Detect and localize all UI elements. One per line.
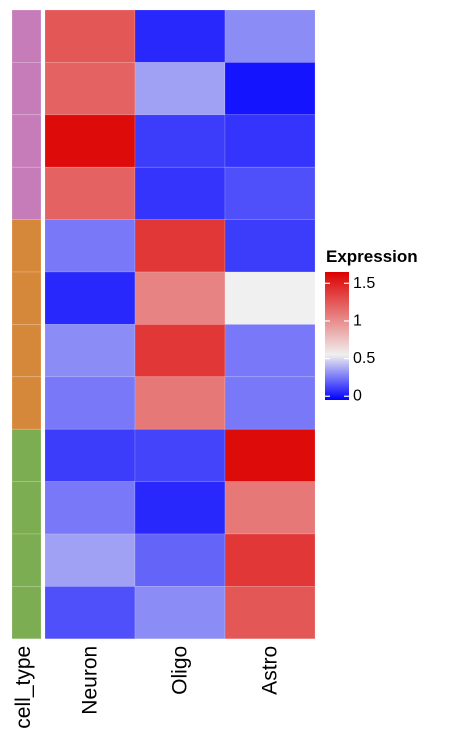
heatmap-cell-r4-oligo — [134, 166, 226, 220]
annotation-axis-label: cell_type — [12, 646, 35, 729]
heatmap-cell-r1-oligo — [134, 9, 226, 63]
heatmap-cell-r7-oligo — [134, 324, 226, 378]
annotation-cell-oligo — [11, 376, 42, 430]
heatmap-cell-r3-astro — [224, 114, 316, 168]
heatmap-cell-r11-astro — [224, 533, 316, 587]
heatmap-cell-r10-oligo — [134, 481, 226, 535]
heatmap-cell-r5-neuron — [44, 219, 136, 273]
annotation-cell-astro — [11, 428, 42, 482]
legend-tick-label: 0.5 — [353, 350, 375, 367]
heatmap-cell-r11-oligo — [134, 533, 226, 587]
legend-tick-label: 1 — [353, 312, 362, 329]
heatmap-cells — [44, 9, 316, 640]
legend-tick-label: 0 — [353, 388, 362, 405]
heatmap-cell-r11-neuron — [44, 533, 136, 587]
annotation-cell-oligo — [11, 219, 42, 273]
heatmap-cell-r6-oligo — [134, 271, 226, 325]
heatmap-cell-r6-astro — [224, 271, 316, 325]
annotation-cell-neuron — [11, 166, 42, 220]
annotation-cell-oligo — [11, 324, 42, 378]
heatmap-cell-r9-oligo — [134, 428, 226, 482]
heatmap-cell-r12-neuron — [44, 586, 136, 640]
heatmap-cell-r2-oligo — [134, 62, 226, 116]
legend-ticks: 1.5 1 0.5 0 — [325, 275, 375, 405]
heatmap-cell-r6-neuron — [44, 271, 136, 325]
heatmap-cell-r4-astro — [224, 166, 316, 220]
heatmap-cell-r5-oligo — [134, 219, 226, 273]
heatmap-cell-r1-neuron — [44, 9, 136, 63]
legend: Expression 1.5 1 0.5 0 — [325, 247, 418, 405]
heatmap-cell-r7-astro — [224, 324, 316, 378]
legend-color-bar — [325, 272, 349, 400]
heatmap-cell-r2-neuron — [44, 62, 136, 116]
heatmap-cell-r9-neuron — [44, 428, 136, 482]
heatmap-cell-r3-oligo — [134, 114, 226, 168]
column-label-neuron: Neuron — [79, 646, 102, 715]
heatmap-cell-r8-oligo — [134, 376, 226, 430]
heatmap-cell-r1-astro — [224, 9, 316, 63]
heatmap-cell-r9-astro — [224, 428, 316, 482]
heatmap-cell-r8-neuron — [44, 376, 136, 430]
heatmap-cell-r4-neuron — [44, 166, 136, 220]
heatmap-cell-r12-oligo — [134, 586, 226, 640]
annotation-cell-astro — [11, 481, 42, 535]
heatmap-cell-r5-astro — [224, 219, 316, 273]
heatmap-cell-r10-neuron — [44, 481, 136, 535]
heatmap-cell-r7-neuron — [44, 324, 136, 378]
legend-title: Expression — [326, 247, 418, 266]
annotation-cell-neuron — [11, 114, 42, 168]
annotation-cell-astro — [11, 586, 42, 640]
annotation-cell-neuron — [11, 9, 42, 63]
legend-tick-label: 1.5 — [353, 275, 375, 292]
heatmap-cell-r12-astro — [224, 586, 316, 640]
heatmap-cell-r10-astro — [224, 481, 316, 535]
annotation-cell-neuron — [11, 62, 42, 116]
column-labels: cell_type Neuron Oligo Astro — [12, 646, 282, 729]
annotation-cell-astro — [11, 533, 42, 587]
column-label-oligo: Oligo — [169, 646, 192, 695]
column-label-astro: Astro — [259, 646, 282, 695]
heatmap-cell-r8-astro — [224, 376, 316, 430]
annotation-cell-oligo — [11, 271, 42, 325]
heatmap-cell-r2-astro — [224, 62, 316, 116]
cell-type-annotation-strip — [11, 9, 42, 640]
heatmap-cell-r3-neuron — [44, 114, 136, 168]
